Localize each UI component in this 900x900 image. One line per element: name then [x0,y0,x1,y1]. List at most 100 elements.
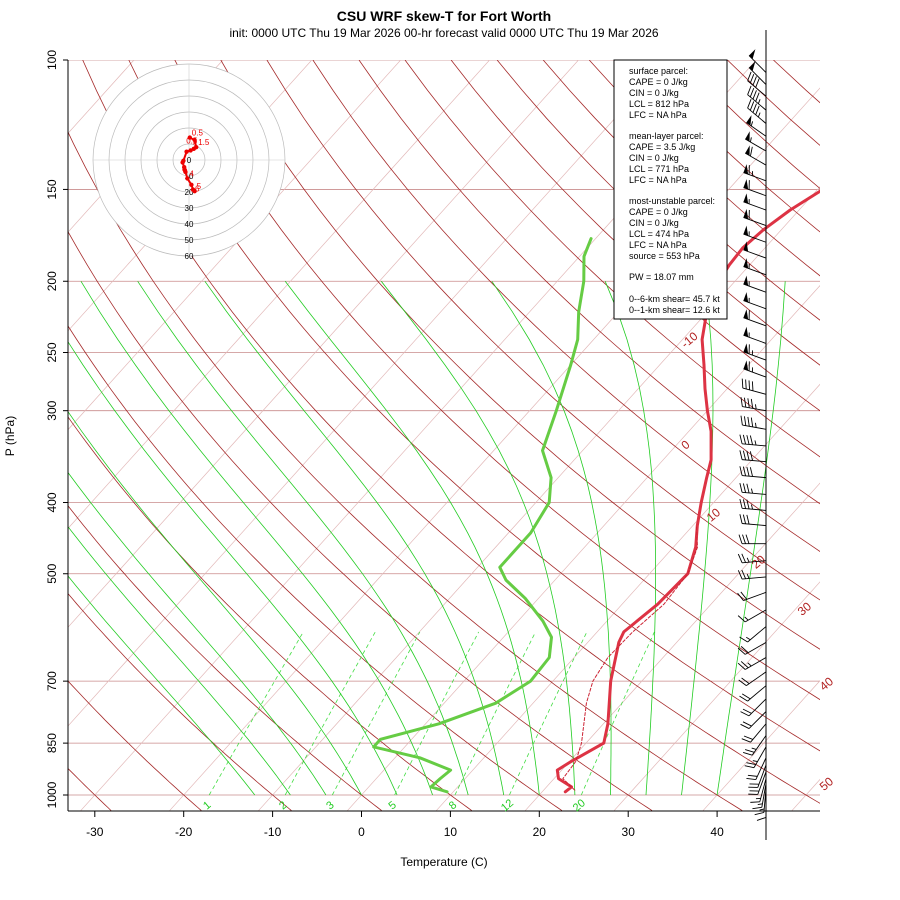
wind-barb-half-flag [750,121,754,127]
wind-barb-flag [755,92,760,102]
hodograph-height-label: 6 [195,185,200,194]
wind-barb-shaft [748,698,767,717]
wind-barb-shaft [743,201,767,211]
wind-barb-shaft [744,609,767,623]
wind-barb [741,723,767,743]
data-layer [372,189,820,794]
wind-barb-pennant [749,61,756,72]
dry-adiabat-label: -10 [678,329,701,351]
wind-barb-half-flag [755,422,757,428]
wind-barb-flag [752,103,757,113]
x-tick-label--20: -20 [175,825,193,839]
moist-adiabat [68,341,398,796]
hodograph-point [188,148,193,153]
stats-ml-header: mean-layer parcel: [629,131,704,141]
dry-adiabat [68,680,202,811]
hodograph-point [183,169,188,175]
wind-barb-pennant [745,131,750,142]
wind-barb [744,746,767,769]
wind-barb-shaft [742,507,767,511]
wind-barb [739,626,767,643]
wind-barb-flag [752,76,757,86]
wind-barb-shaft [761,783,767,808]
wind-barb [743,735,767,756]
y-tick-label-1000: 1000 [45,781,59,808]
wind-barb-flag [747,99,752,109]
wind-barb-flag [743,735,753,740]
wind-barb-flag [752,806,762,810]
chart-title: CSU WRF skew-T for Fort Worth [337,8,551,24]
x-tick-label--10: -10 [264,825,282,839]
dry-adiabat [68,131,743,811]
wind-barb [741,378,767,395]
wind-barb [743,326,767,344]
y-tick-label-200: 200 [45,271,59,291]
wind-barb [739,498,767,511]
x-tick-label-30: 30 [622,825,636,839]
moist-adiabat [716,281,786,796]
dry-adiabat [174,60,820,701]
isotherm-line [347,285,820,811]
wind-barb-flag [740,415,743,426]
y-tick-label-850: 850 [45,733,59,753]
wind-barb-shaft [742,406,767,412]
y-tick-label-100: 100 [45,50,59,70]
stats-mu-source: source = 553 hPa [629,251,700,261]
wind-barb-shaft [742,523,767,527]
y-tick-label-500: 500 [45,563,59,583]
hodograph-ring-label: 10 [185,172,194,181]
wind-barb [748,764,767,788]
wind-barb-pennant [743,343,749,354]
wind-barb-pennant [743,193,749,204]
wind-barb-flag [739,434,743,444]
wind-barb-flag [747,774,758,777]
wind-barb [748,49,767,73]
grid-layer [68,60,820,811]
wind-barb [740,698,767,717]
wind-barb-flag [739,450,743,460]
wind-barb [748,771,767,795]
stats-ml-cin: CIN = 0 J/kg [629,153,679,163]
hodograph-ring-label: 60 [185,252,194,261]
wind-barb-shaft [747,685,767,702]
wind-barb-flag [739,466,743,476]
wind-barb-flag [739,636,748,643]
wind-barb-flag [746,450,750,461]
wind-barb-flag [749,435,753,445]
wind-barb-shaft [743,216,767,227]
wind-barb-shaft [742,576,767,580]
wind-barb-flag [742,434,747,445]
stats-mu-cin: CIN = 0 J/kg [629,218,679,228]
moist-adiabat [68,575,256,796]
wind-barb-flag [737,592,744,601]
wind-barb-flag [740,723,750,729]
moist-adiabat [380,281,576,796]
stats-surface-cin: CIN = 0 J/kg [629,88,679,98]
temperature-profile-line [555,189,820,794]
wind-barb-flag [742,483,747,493]
wind-barb-flag [738,679,747,687]
isotherm-line [791,778,820,811]
parcel-profile-line [562,525,698,791]
dry-adiabat-label: 50 [817,774,836,794]
wind-barb [737,657,767,670]
mixing-ratio-label: 20 [571,797,588,814]
wind-barb [754,788,767,816]
wind-barb-flag [741,569,746,579]
wind-barb-shaft [742,424,767,430]
wind-barb-pennant [743,326,749,337]
wind-barb-shaft [743,249,767,259]
wind-barb-flag [741,553,746,563]
wind-barb-shaft [747,94,767,111]
hodograph-ring-label: 20 [185,188,194,197]
moist-adiabat [284,281,540,796]
wind-barb-half-flag [746,636,751,641]
mixing-ratio-label: 2 [277,799,289,812]
wind-barb-flag [742,514,747,524]
wind-barb-flag [741,693,751,700]
wind-barb [739,514,767,527]
wind-barb-flag [748,380,751,390]
wind-barb-flag [743,416,747,426]
dewpoint-profile-line [372,237,593,794]
